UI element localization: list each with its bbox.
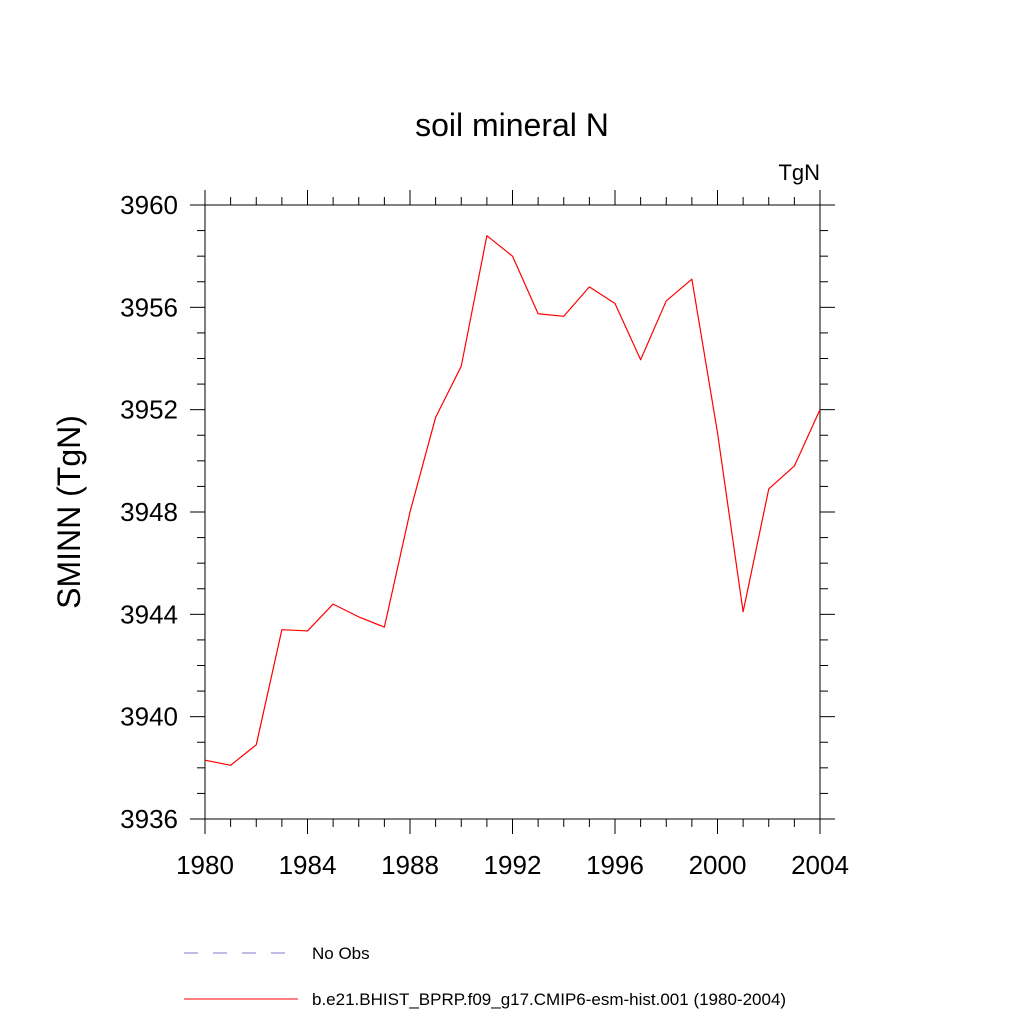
- y-tick-label: 3936: [120, 804, 178, 834]
- axis-tick-labels: 1980 1984 1988 1992 1996 2000 2004 3936 3940 3944…: [120, 190, 849, 880]
- legend-label-no-obs: No Obs: [312, 944, 370, 963]
- legend: No Obs b.e21.BHIST_BPRP.f09_g17.CMIP6-es…: [184, 944, 786, 1009]
- y-tick-label: 3948: [120, 497, 178, 527]
- x-tick-label: 1980: [176, 850, 234, 880]
- legend-label-model: b.e21.BHIST_BPRP.f09_g17.CMIP6-esm-hist.…: [312, 990, 786, 1009]
- y-axis-label: SMINN (TgN): [51, 415, 87, 609]
- axis-ticks: [190, 190, 835, 834]
- series-line: [204, 235, 821, 766]
- series-lines: [204, 235, 821, 766]
- x-tick-label: 1988: [381, 850, 439, 880]
- x-tick-label: 2004: [791, 850, 849, 880]
- plot-frame: [204, 204, 821, 820]
- y-tick-label: 3952: [120, 395, 178, 425]
- x-tick-label: 1984: [279, 850, 337, 880]
- y-tick-label: 3940: [120, 702, 178, 732]
- units-label: TgN: [778, 160, 820, 185]
- y-tick-label: 3960: [120, 190, 178, 220]
- x-tick-label: 1992: [484, 850, 542, 880]
- y-tick-label: 3956: [120, 292, 178, 322]
- y-tick-label: 3944: [120, 599, 178, 629]
- x-tick-label: 1996: [586, 850, 644, 880]
- chart-title: soil mineral N: [415, 107, 609, 143]
- x-tick-label: 2000: [689, 850, 747, 880]
